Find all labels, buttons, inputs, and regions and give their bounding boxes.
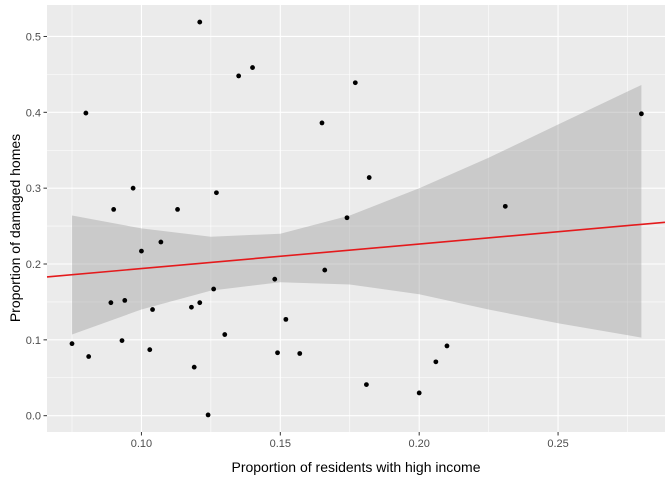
x-tick-label: 0.20 bbox=[408, 438, 429, 450]
data-point bbox=[638, 111, 644, 117]
data-point bbox=[322, 267, 328, 273]
data-point bbox=[111, 206, 117, 212]
data-point bbox=[147, 347, 153, 353]
data-point bbox=[119, 338, 125, 344]
x-tick-label: 0.25 bbox=[547, 438, 568, 450]
data-point bbox=[86, 354, 92, 359]
data-point bbox=[189, 304, 194, 310]
data-point bbox=[83, 110, 89, 116]
panel-background bbox=[47, 5, 665, 432]
data-point bbox=[197, 19, 203, 25]
data-point bbox=[205, 412, 211, 418]
data-point bbox=[502, 203, 508, 209]
data-point bbox=[433, 359, 439, 365]
data-point bbox=[272, 276, 278, 282]
data-point bbox=[197, 300, 203, 306]
y-tick-label: 0.0 bbox=[26, 411, 41, 423]
y-axis-ticks: 0.0 0.1 0.2 0.3 0.4 0.5 bbox=[26, 31, 47, 423]
data-point bbox=[416, 390, 422, 396]
data-point bbox=[319, 120, 325, 126]
y-axis-title: Proportion of damaged homes bbox=[7, 134, 23, 322]
y-tick-label: 0.3 bbox=[26, 183, 41, 195]
data-point bbox=[222, 332, 228, 337]
data-point bbox=[236, 73, 242, 79]
y-tick-label: 0.4 bbox=[26, 107, 41, 119]
data-point bbox=[158, 239, 164, 245]
data-point bbox=[364, 382, 369, 387]
data-point bbox=[150, 307, 155, 312]
data-point bbox=[283, 316, 289, 322]
x-axis-ticks: 0.10 0.15 0.20 0.25 bbox=[131, 432, 569, 450]
data-point bbox=[444, 343, 450, 349]
data-point bbox=[122, 298, 128, 303]
data-point bbox=[191, 364, 197, 370]
regression-line bbox=[46, 221, 666, 278]
y-tick-label: 0.1 bbox=[26, 335, 41, 347]
data-point bbox=[366, 175, 372, 180]
x-axis-title: Proportion of residents with high income bbox=[231, 459, 480, 475]
data-point bbox=[344, 215, 350, 221]
x-tick-label: 0.15 bbox=[270, 438, 291, 450]
data-point bbox=[175, 206, 180, 212]
data-point bbox=[211, 286, 217, 292]
data-point bbox=[250, 65, 255, 70]
data-point bbox=[139, 248, 144, 254]
y-tick-label: 0.2 bbox=[26, 259, 41, 271]
y-tick-label: 0.5 bbox=[26, 31, 41, 43]
plot-panel bbox=[46, 5, 666, 432]
data-point bbox=[69, 341, 75, 347]
data-point bbox=[275, 350, 280, 356]
data-point bbox=[214, 190, 219, 196]
confidence-band bbox=[72, 85, 642, 338]
data-point bbox=[352, 80, 358, 86]
x-tick-label: 0.10 bbox=[131, 438, 152, 450]
data-point bbox=[130, 185, 136, 191]
data-point bbox=[297, 351, 303, 356]
data-point bbox=[108, 300, 114, 306]
